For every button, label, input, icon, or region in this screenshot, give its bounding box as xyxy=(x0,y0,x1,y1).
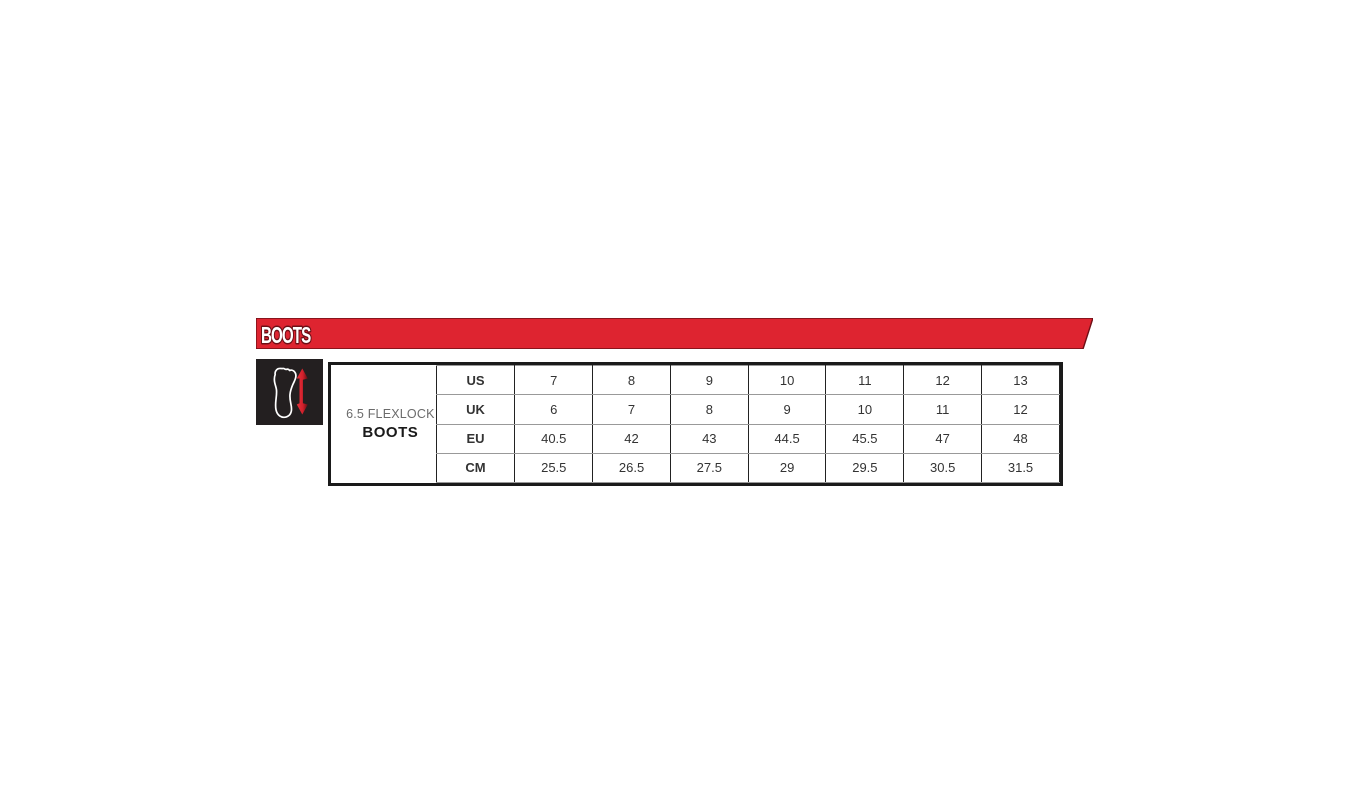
svg-text:BOOTS: BOOTS xyxy=(261,323,311,349)
